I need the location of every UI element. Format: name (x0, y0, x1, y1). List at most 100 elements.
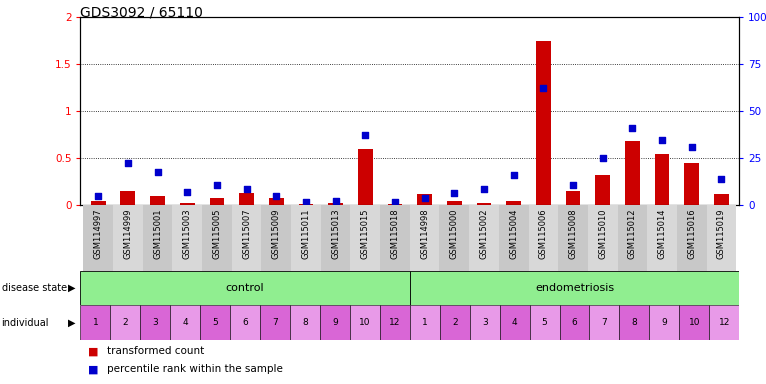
Point (270, 193, 283, 199)
Bar (299, 204, 313, 205)
Bar (620, 305, 650, 340)
Bar (91, 201, 106, 205)
Bar (529, 205, 558, 271)
Bar (714, 194, 728, 205)
Text: GSM115003: GSM115003 (183, 209, 192, 259)
Point (359, 132, 372, 138)
Point (211, 182, 223, 188)
Text: GSM115012: GSM115012 (628, 209, 637, 259)
Bar (469, 205, 499, 271)
Bar (142, 205, 172, 271)
Bar (536, 41, 551, 205)
Bar (230, 305, 260, 340)
Bar (447, 201, 462, 205)
Text: 2: 2 (123, 318, 128, 327)
Bar (239, 193, 254, 205)
Text: GSM115010: GSM115010 (598, 209, 607, 259)
Bar (506, 201, 521, 205)
Bar (410, 205, 440, 271)
Bar (210, 198, 224, 205)
Bar (120, 191, 136, 205)
Bar (290, 305, 320, 340)
Bar (202, 205, 232, 271)
Bar (260, 305, 290, 340)
Point (448, 190, 460, 196)
Point (715, 176, 728, 182)
Text: GSM115004: GSM115004 (509, 209, 518, 259)
Bar (499, 305, 529, 340)
Bar (558, 205, 588, 271)
Bar (291, 205, 321, 271)
Text: 4: 4 (512, 318, 517, 327)
Text: GSM115006: GSM115006 (538, 209, 548, 259)
Text: 12: 12 (389, 318, 401, 327)
Text: endometriosis: endometriosis (535, 283, 614, 293)
Text: GSM114997: GSM114997 (93, 209, 103, 259)
Bar (83, 205, 113, 271)
Text: 6: 6 (242, 318, 248, 327)
Text: ■: ■ (88, 364, 99, 374)
Bar (470, 305, 499, 340)
Text: GDS3092 / 65110: GDS3092 / 65110 (80, 6, 203, 20)
Bar (440, 305, 470, 340)
Text: ▶: ▶ (67, 283, 75, 293)
Point (152, 169, 164, 175)
Bar (80, 271, 410, 305)
Bar (328, 203, 343, 205)
Text: 3: 3 (152, 318, 158, 327)
Text: 2: 2 (452, 318, 457, 327)
Text: GSM115011: GSM115011 (302, 209, 310, 259)
Point (627, 125, 639, 131)
Point (389, 199, 401, 205)
Text: 3: 3 (482, 318, 487, 327)
Point (508, 172, 520, 179)
Point (597, 156, 609, 162)
Bar (617, 205, 647, 271)
Point (329, 198, 342, 204)
Text: GSM115015: GSM115015 (361, 209, 370, 259)
Bar (476, 203, 492, 205)
Bar (565, 191, 581, 205)
Text: 9: 9 (662, 318, 667, 327)
Point (418, 195, 430, 201)
Text: GSM115014: GSM115014 (657, 209, 666, 259)
Text: 5: 5 (542, 318, 548, 327)
Bar (110, 305, 140, 340)
Text: 10: 10 (359, 318, 371, 327)
Bar (232, 205, 261, 271)
Text: GSM115016: GSM115016 (687, 209, 696, 259)
Bar (358, 149, 373, 205)
Text: 5: 5 (212, 318, 218, 327)
Bar (150, 196, 165, 205)
Bar (709, 305, 739, 340)
Bar (650, 305, 679, 340)
Point (181, 189, 193, 195)
Bar (655, 154, 669, 205)
Bar (440, 205, 469, 271)
Text: GSM115005: GSM115005 (212, 209, 221, 259)
Bar (417, 194, 432, 205)
Bar (679, 305, 709, 340)
Bar (113, 205, 142, 271)
Bar (261, 205, 291, 271)
Bar (684, 163, 699, 205)
Bar (529, 305, 559, 340)
Bar (80, 305, 110, 340)
Text: 1: 1 (93, 318, 98, 327)
Bar (380, 305, 410, 340)
Text: 10: 10 (689, 318, 700, 327)
Bar (410, 271, 739, 305)
Bar (180, 203, 195, 205)
Point (537, 85, 549, 91)
Text: 1: 1 (422, 318, 427, 327)
Point (567, 182, 579, 188)
Text: GSM114999: GSM114999 (123, 209, 133, 259)
Bar (559, 305, 590, 340)
Bar (320, 305, 350, 340)
Text: 4: 4 (182, 318, 188, 327)
Bar (351, 205, 380, 271)
Text: GSM115018: GSM115018 (391, 209, 400, 259)
Text: GSM115008: GSM115008 (568, 209, 578, 259)
Bar (172, 205, 202, 271)
Text: transformed count: transformed count (107, 346, 205, 356)
